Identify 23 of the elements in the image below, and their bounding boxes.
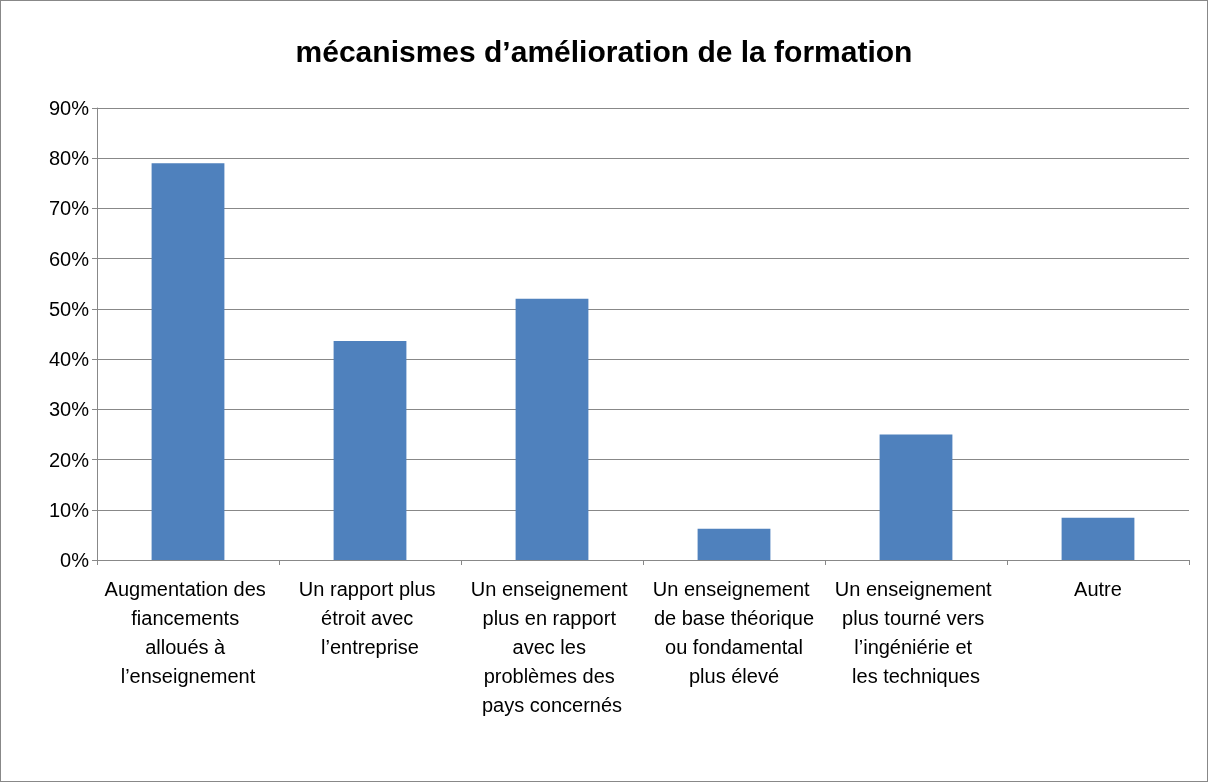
y-tick-label: 60%: [48, 247, 90, 270]
x-tick-label: Un enseignement plus en rapport avec les problèmes des pays concernés: [470, 577, 634, 716]
bar: [697, 528, 771, 560]
x-tick-label: Un rapport plus étroit avec l’entreprise: [298, 577, 442, 658]
y-tick-label: 50%: [48, 297, 90, 320]
bar: [515, 298, 589, 560]
y-tick-label: 20%: [48, 448, 90, 471]
x-tick-label: Augmentation des fiancements alloués à l’enseignement: [104, 577, 272, 687]
chart-title: mécanismes d’amélioration de la formation: [295, 34, 913, 68]
bar: [151, 163, 225, 560]
bar: [333, 341, 407, 560]
bar: [1061, 517, 1135, 560]
y-tick-label: 70%: [48, 197, 90, 220]
bar: [879, 434, 953, 560]
y-tick-label: 30%: [48, 398, 90, 421]
y-tick-label: 80%: [48, 147, 90, 170]
y-tick-label: 10%: [48, 498, 90, 521]
y-tick-label: 90%: [48, 97, 90, 119]
x-tick-label: Autre: [1074, 577, 1122, 600]
x-tick-label: Un enseignement de base théorique ou fondamental plus élevé: [652, 577, 816, 687]
y-tick-label: 40%: [48, 348, 90, 371]
x-tick-label: Un enseignement plus tourné vers l’ingéniérie et les techniques: [834, 577, 998, 687]
y-tick-label: 0%: [60, 549, 90, 571]
